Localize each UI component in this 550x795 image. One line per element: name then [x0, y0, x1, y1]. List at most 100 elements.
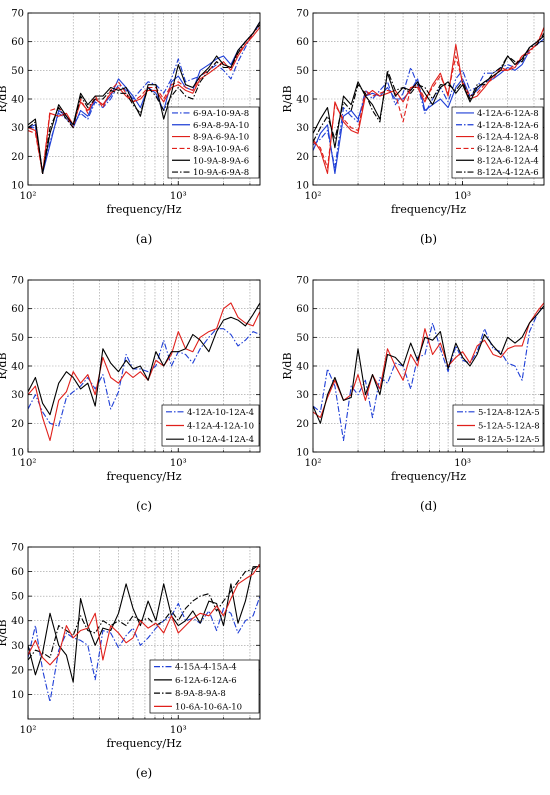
- x-tick-label: 10³: [170, 458, 187, 469]
- series-line-2: [28, 302, 260, 442]
- series-line-2: [28, 566, 260, 683]
- plot-frame: [27, 546, 261, 720]
- y-tick-label: 30: [296, 390, 309, 401]
- y-tick-label: 40: [11, 616, 24, 627]
- legend-label-6: 8-12A-4-12A-6: [477, 168, 539, 178]
- y-tick-label: 50: [11, 66, 24, 77]
- y-tick-label: 10: [11, 181, 24, 192]
- series-lines: [28, 21, 260, 175]
- legend-box: [149, 659, 260, 714]
- legend-label-5: 10-9A-8-9A-6: [193, 156, 249, 166]
- y-axis-label: R/dB: [281, 352, 294, 379]
- panel-label: (e): [136, 766, 152, 780]
- y-tick-label: 50: [296, 333, 309, 344]
- y-tick-label: 70: [11, 276, 24, 287]
- y-tick-label: 60: [11, 304, 24, 315]
- y-tick-label: 40: [296, 362, 309, 373]
- panel-label: (d): [420, 499, 437, 513]
- y-tick-label: 40: [296, 95, 309, 106]
- legend: 4-12A-6-12A-8 4-12A-8-12A-6 6-12A-4-12A-86…: [451, 106, 544, 179]
- series-line-6: [313, 32, 544, 143]
- legend: 4-15A-4-15A-4 6-12A-6-12A-6 8-9A-8-9A-8 10-…: [149, 659, 260, 714]
- x-tick-label: 10²: [305, 191, 322, 202]
- series-line-3: [28, 563, 260, 661]
- legend-label-1: 5-12A-8-12A-5: [478, 408, 540, 418]
- legend-label-2: 6-9A-8-9A-10: [193, 121, 249, 131]
- legend-label-1: 6-9A-10-9A-8: [193, 109, 249, 119]
- y-tick-label: 40: [11, 95, 24, 106]
- y-tick-label: 20: [296, 419, 309, 430]
- legend-label-5: 8-12A-6-12A-4: [477, 156, 539, 166]
- legend-label-3: 8-9A-8-9A-8: [175, 689, 226, 699]
- x-axis-label: frequency/Hz: [106, 737, 181, 750]
- series-line-2: [313, 302, 544, 419]
- panel-label: (a): [136, 232, 153, 246]
- series-line-3: [313, 305, 544, 424]
- legend: 4-12A-10-12A-4 4-12A-4-12A-10 10-12A-4-12A…: [161, 404, 260, 447]
- x-tick-label: 10³: [454, 458, 471, 469]
- legend-label-2: 4-12A-8-12A-6: [477, 121, 539, 131]
- series-lines: [28, 563, 260, 703]
- y-tick-label: 30: [11, 641, 24, 652]
- legend-label-4: 8-9A-10-9A-6: [193, 144, 249, 154]
- y-tick-label: 20: [296, 152, 309, 163]
- y-tick-label: 70: [296, 9, 309, 20]
- series-line-4: [28, 563, 260, 666]
- legend-box: [167, 106, 260, 179]
- panel-label: (c): [136, 499, 152, 513]
- y-axis-label: R/dB: [0, 352, 9, 379]
- y-tick-label: 60: [11, 567, 24, 578]
- x-tick-label: 10³: [170, 191, 187, 202]
- y-tick-label: 50: [296, 66, 309, 77]
- y-axis-label: R/dB: [0, 619, 9, 646]
- legend-label-3: 8-12A-5-12A-5: [478, 435, 540, 445]
- x-tick-label: 10²: [20, 725, 37, 736]
- y-tick-label: 30: [11, 390, 24, 401]
- legend-label-2: 6-12A-6-12A-6: [175, 676, 237, 686]
- y-tick-label: 60: [296, 37, 309, 48]
- x-axis-label: frequency/Hz: [391, 203, 466, 216]
- legend-box: [451, 106, 544, 179]
- y-tick-label: 50: [11, 592, 24, 603]
- series-line-1: [28, 24, 260, 175]
- y-tick-label: 20: [11, 665, 24, 676]
- y-tick-label: 30: [11, 123, 24, 134]
- legend-label-4: 6-12A-8-12A-4: [477, 144, 539, 154]
- y-tick-label: 70: [11, 543, 24, 554]
- y-tick-label: 10: [11, 448, 24, 459]
- y-tick-label: 70: [11, 9, 24, 20]
- series-line-2: [313, 35, 544, 169]
- x-tick-label: 10³: [170, 725, 187, 736]
- legend-label-2: 5-12A-5-12A-8: [478, 422, 540, 432]
- legend-label-4: 10-6A-10-6A-10: [175, 702, 242, 712]
- y-tick-label: 10: [296, 448, 309, 459]
- series-line-1: [28, 595, 260, 703]
- legend-label-1: 4-15A-4-15A-4: [175, 663, 237, 673]
- x-axis-label: frequency/Hz: [391, 470, 466, 483]
- y-tick-label: 70: [296, 276, 309, 287]
- series-line-4: [313, 29, 544, 169]
- series-lines: [28, 302, 260, 442]
- legend-label-3: 8-9A-6-9A-10: [193, 133, 249, 143]
- legend-label-2: 4-12A-4-12A-10: [187, 422, 254, 432]
- series-line-1: [313, 38, 544, 175]
- series-line-3: [28, 302, 260, 416]
- legend: 5-12A-8-12A-5 5-12A-5-12A-8 8-12A-5-12A-5: [452, 404, 544, 447]
- x-tick-label: 10³: [454, 191, 471, 202]
- y-tick-label: 10: [11, 690, 24, 701]
- legend-label-3: 6-12A-4-12A-8: [477, 133, 539, 143]
- y-tick-label: 60: [296, 304, 309, 315]
- x-axis-label: frequency/Hz: [106, 470, 181, 483]
- x-tick-label: 10²: [20, 191, 37, 202]
- y-tick-label: 20: [11, 419, 24, 430]
- y-axis-label: R/dB: [0, 85, 9, 112]
- legend-label-1: 4-12A-10-12A-4: [187, 408, 254, 418]
- y-tick-label: 60: [11, 37, 24, 48]
- series-lines: [313, 302, 544, 442]
- x-tick-label: 10²: [20, 458, 37, 469]
- series-line-1: [28, 328, 260, 427]
